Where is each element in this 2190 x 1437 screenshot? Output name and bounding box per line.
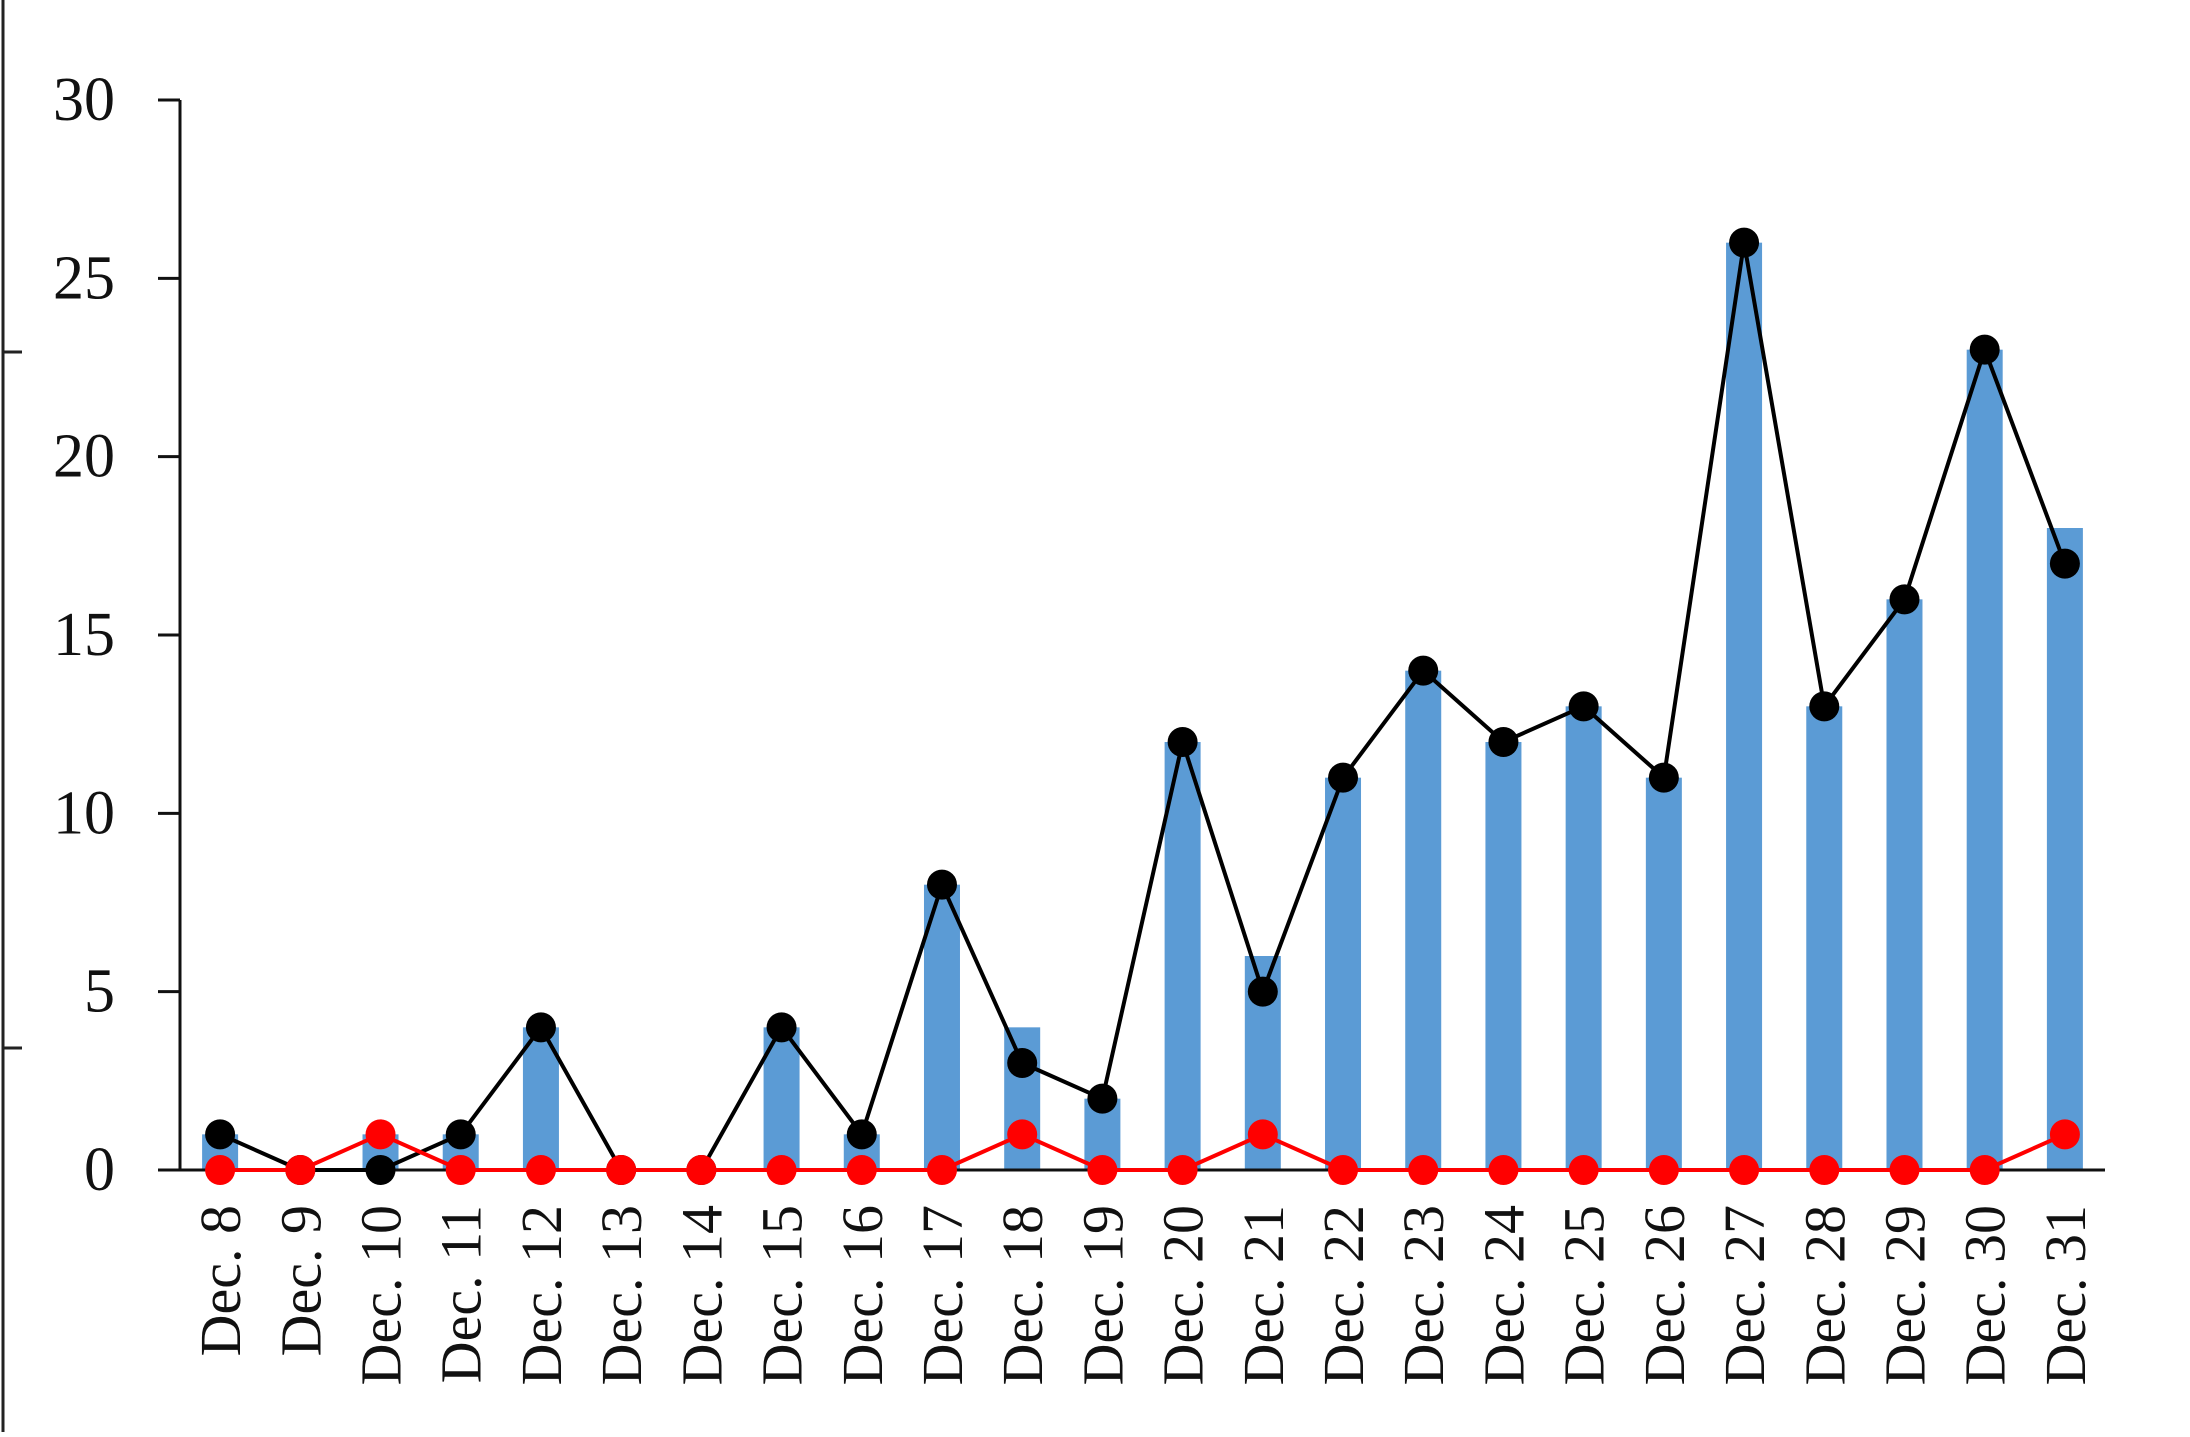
data-point bbox=[686, 1155, 717, 1185]
bar bbox=[2046, 528, 2083, 1170]
data-point bbox=[445, 1155, 476, 1185]
x-tick-label: Dec. 20 bbox=[1151, 1205, 1216, 1385]
data-point bbox=[1087, 1083, 1118, 1114]
data-point bbox=[1247, 1119, 1278, 1150]
x-tick-label: Dec. 17 bbox=[910, 1205, 975, 1385]
bar bbox=[1645, 777, 1682, 1170]
x-tick-label: Dec. 21 bbox=[1231, 1205, 1296, 1385]
bar bbox=[1966, 349, 2003, 1171]
data-point bbox=[1488, 727, 1519, 757]
data-point bbox=[1568, 691, 1599, 722]
bar bbox=[1886, 599, 1923, 1170]
x-tick-label: Dec. 18 bbox=[990, 1205, 1055, 1385]
data-point bbox=[2049, 1119, 2080, 1150]
data-point bbox=[1809, 1155, 1840, 1185]
bar bbox=[1325, 777, 1362, 1170]
y-tick-label: 15 bbox=[53, 601, 115, 669]
bar bbox=[1164, 742, 1201, 1170]
data-point bbox=[766, 1012, 797, 1043]
x-tick-label: Dec. 24 bbox=[1471, 1205, 1536, 1385]
data-point bbox=[1969, 334, 2000, 365]
data-point bbox=[1007, 1119, 1038, 1150]
x-tick-label: Dec. 8 bbox=[188, 1205, 253, 1356]
x-tick-label: Dec. 28 bbox=[1792, 1205, 1857, 1385]
y-tick-label: 5 bbox=[84, 958, 115, 1026]
data-point bbox=[1087, 1155, 1118, 1185]
bar bbox=[1726, 242, 1763, 1170]
data-point bbox=[205, 1119, 236, 1150]
series-line bbox=[220, 1132, 2066, 1172]
data-point bbox=[1809, 691, 1840, 722]
data-point bbox=[1729, 227, 1760, 258]
y-tick-label: 20 bbox=[53, 423, 115, 491]
data-point bbox=[1167, 727, 1198, 757]
data-point bbox=[525, 1012, 556, 1043]
bar bbox=[923, 884, 960, 1170]
x-tick-label: Dec. 22 bbox=[1311, 1205, 1376, 1385]
x-tick-label: Dec. 11 bbox=[429, 1205, 494, 1383]
x-tick-label: Dec. 31 bbox=[2033, 1205, 2098, 1385]
y-axis-ticks: 0 5 10 15 20 25 30 bbox=[53, 66, 180, 1204]
data-point bbox=[1488, 1155, 1519, 1185]
x-tick-label: Dec. 16 bbox=[830, 1205, 895, 1385]
data-point bbox=[1729, 1155, 1760, 1185]
x-tick-label: Dec. 27 bbox=[1712, 1205, 1777, 1385]
x-tick-label: Dec. 13 bbox=[589, 1205, 654, 1385]
data-point bbox=[846, 1119, 877, 1150]
data-point bbox=[1408, 1155, 1439, 1185]
data-point bbox=[1328, 1155, 1359, 1185]
line-series bbox=[205, 227, 2080, 1185]
data-point bbox=[445, 1119, 476, 1150]
x-tick-label: Dec. 19 bbox=[1070, 1205, 1135, 1385]
x-tick-label: Dec. 26 bbox=[1632, 1205, 1697, 1385]
x-axis-ticks: Dec. 8 Dec. 9 Dec. 10 Dec. 11 Dec. 12 Dec. 13… bbox=[188, 1205, 2098, 1385]
data-point bbox=[365, 1155, 396, 1185]
data-point bbox=[1889, 1155, 1920, 1185]
data-point bbox=[1408, 655, 1439, 686]
data-point bbox=[926, 1155, 957, 1185]
data-point bbox=[606, 1155, 637, 1185]
bar bbox=[1565, 706, 1602, 1170]
data-point bbox=[766, 1155, 797, 1185]
series-line bbox=[219, 240, 2067, 1172]
data-point bbox=[1648, 762, 1679, 793]
y-tick-label: 25 bbox=[53, 244, 115, 312]
data-point bbox=[1568, 1155, 1599, 1185]
y-tick-label: 30 bbox=[53, 66, 115, 134]
data-point bbox=[1007, 1048, 1038, 1078]
x-tick-label: Dec. 29 bbox=[1872, 1205, 1937, 1385]
data-point bbox=[525, 1155, 556, 1185]
data-point bbox=[846, 1155, 877, 1185]
data-point bbox=[1648, 1155, 1679, 1185]
x-tick-label: Dec. 9 bbox=[268, 1205, 333, 1356]
bar-series bbox=[202, 242, 2083, 1171]
data-point bbox=[1328, 762, 1359, 793]
data-point bbox=[285, 1155, 316, 1185]
data-point bbox=[1167, 1155, 1198, 1185]
y-tick-label: 10 bbox=[53, 779, 115, 847]
y-tick-label: 0 bbox=[84, 1136, 115, 1204]
bar bbox=[1405, 670, 1442, 1170]
x-tick-label: Dec. 12 bbox=[509, 1205, 574, 1385]
x-tick-label: Dec. 14 bbox=[669, 1205, 734, 1385]
data-point bbox=[926, 869, 957, 900]
data-point bbox=[1969, 1155, 2000, 1185]
x-tick-label: Dec. 10 bbox=[349, 1205, 414, 1385]
x-tick-label: Dec. 23 bbox=[1391, 1205, 1456, 1385]
bar bbox=[1806, 706, 1843, 1170]
x-tick-label: Dec. 15 bbox=[750, 1205, 815, 1385]
data-point bbox=[205, 1155, 236, 1185]
x-tick-label: Dec. 25 bbox=[1552, 1205, 1617, 1385]
data-point bbox=[2049, 548, 2080, 579]
bar bbox=[1485, 742, 1522, 1170]
data-point bbox=[1889, 584, 1920, 615]
data-point bbox=[365, 1119, 396, 1150]
data-point bbox=[1247, 976, 1278, 1007]
x-tick-label: Dec. 30 bbox=[1953, 1205, 2018, 1385]
